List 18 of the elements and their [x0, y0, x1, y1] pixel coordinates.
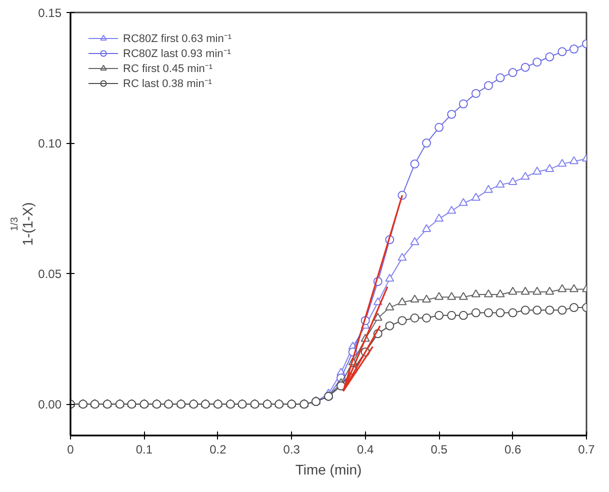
x-tick-label: 0.1 — [136, 442, 153, 456]
x-tick-label: 0 — [67, 442, 74, 456]
x-tick-label: 0.6 — [504, 442, 522, 456]
legend-label: RC80Z last 0.93 min⁻¹ — [123, 47, 231, 60]
x-tick-label: 0.5 — [430, 442, 448, 456]
x-tick-label: 0.3 — [283, 442, 300, 456]
x-axis-title: Time (min) — [295, 462, 362, 478]
x-tick-label: 0.4 — [357, 442, 374, 456]
y-tick-label: 0.15 — [38, 6, 62, 20]
legend-label: RC80Z first 0.63 min⁻¹ — [123, 32, 232, 45]
y-axis-title: 1-(1-X)1/3 — [10, 202, 36, 246]
legend-label: RC last 0.38 min⁻¹ — [123, 77, 212, 90]
y-tick-label: 0.00 — [38, 398, 62, 412]
y-tick-label: 0.05 — [38, 267, 62, 282]
x-tick-label: 0.2 — [210, 442, 227, 456]
legend-label: RC first 0.45 min⁻¹ — [123, 62, 213, 75]
x-tick-label: 0.7 — [578, 442, 596, 456]
y-tick-label: 0.10 — [38, 136, 62, 151]
